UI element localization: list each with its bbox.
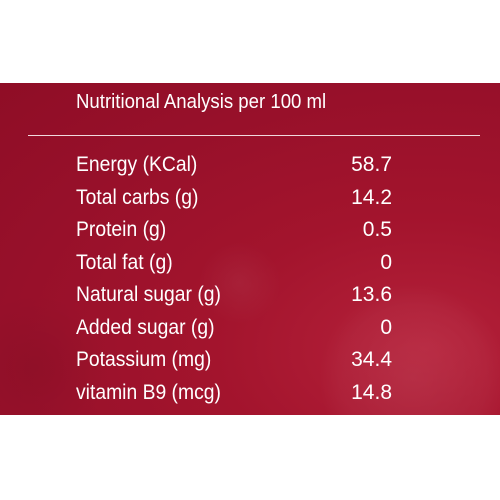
nutrient-value: 14.8 [351,380,392,404]
divider [28,135,480,136]
nutrient-label: Potassium (mg) [76,348,212,371]
nutrient-label: Total fat (g) [76,250,173,274]
nutrient-value: 0.5 [362,218,392,241]
nutrient-label: Natural sugar (g) [76,283,221,306]
nutrient-label: Total carbs (g) [76,185,199,209]
nutrition-row-potassium: Potassium (mg) 34.4 [76,348,392,381]
nutrient-label: vitamin B9 (mcg) [76,380,221,404]
nutrient-value: 13.6 [351,283,392,306]
nutrient-value: 0 [380,315,392,339]
nutrient-label: Energy (KCal) [76,153,198,176]
nutrient-label: Protein (g) [76,218,167,241]
nutrition-row-added-sugar: Added sugar (g) 0 [76,316,392,349]
nutrient-value: 14.2 [351,185,392,209]
nutrition-row-natural-sugar: Natural sugar (g) 13.6 [76,283,392,316]
nutrition-row-vitamin-b9: vitamin B9 (mcg) 14.8 [76,381,392,414]
nutrition-table: Energy (KCal) 58.7 Total carbs (g) 14.2 … [76,153,392,413]
nutrient-value: 0 [380,250,392,274]
nutrient-value: 34.4 [351,348,392,371]
nutrition-row-energy: Energy (KCal) 58.7 [76,153,392,186]
nutrient-value: 58.7 [351,153,392,176]
panel-title: Nutritional Analysis per 100 ml [76,91,327,113]
nutrition-row-total-carbs: Total carbs (g) 14.2 [76,186,392,219]
nutrient-label: Added sugar (g) [76,315,215,339]
nutrition-panel: Nutritional Analysis per 100 ml Energy (… [0,83,500,415]
nutrition-row-total-fat: Total fat (g) 0 [76,251,392,284]
nutrition-row-protein: Protein (g) 0.5 [76,218,392,251]
